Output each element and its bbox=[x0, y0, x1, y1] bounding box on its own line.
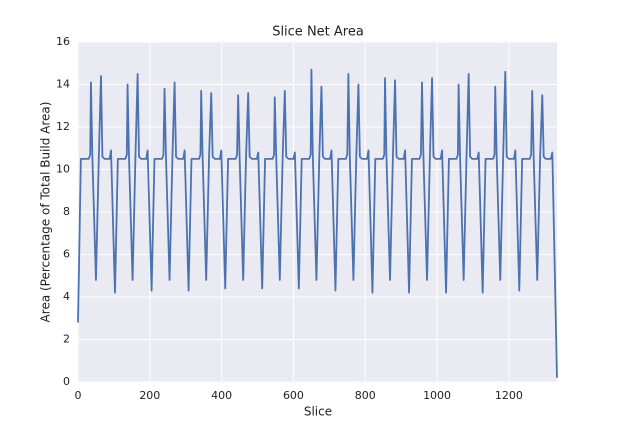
x-tick-label: 400 bbox=[211, 389, 232, 402]
y-tick-label: 16 bbox=[56, 35, 70, 48]
x-tick-label: 1000 bbox=[423, 389, 451, 402]
y-tick-label: 8 bbox=[63, 205, 70, 218]
y-tick-label: 10 bbox=[56, 163, 70, 176]
x-axis-label: Slice bbox=[304, 405, 332, 419]
y-tick-label: 12 bbox=[56, 120, 70, 133]
x-tick-label: 0 bbox=[75, 389, 82, 402]
data-line bbox=[77, 68, 558, 378]
x-tick-label: 800 bbox=[355, 389, 376, 402]
y-tick-label: 2 bbox=[63, 333, 70, 346]
x-tick-label: 200 bbox=[139, 389, 160, 402]
chart-title: Slice Net Area bbox=[272, 25, 364, 40]
y-axis-label: Area (Percentage of Total Build Area) bbox=[39, 102, 53, 323]
x-tick-label: 600 bbox=[283, 389, 304, 402]
y-tick-label: 4 bbox=[63, 290, 70, 303]
y-tick-label: 14 bbox=[56, 78, 70, 91]
y-tick-label: 6 bbox=[63, 248, 70, 261]
y-tick-label: 0 bbox=[63, 375, 70, 388]
x-tick-label: 1200 bbox=[495, 389, 523, 402]
